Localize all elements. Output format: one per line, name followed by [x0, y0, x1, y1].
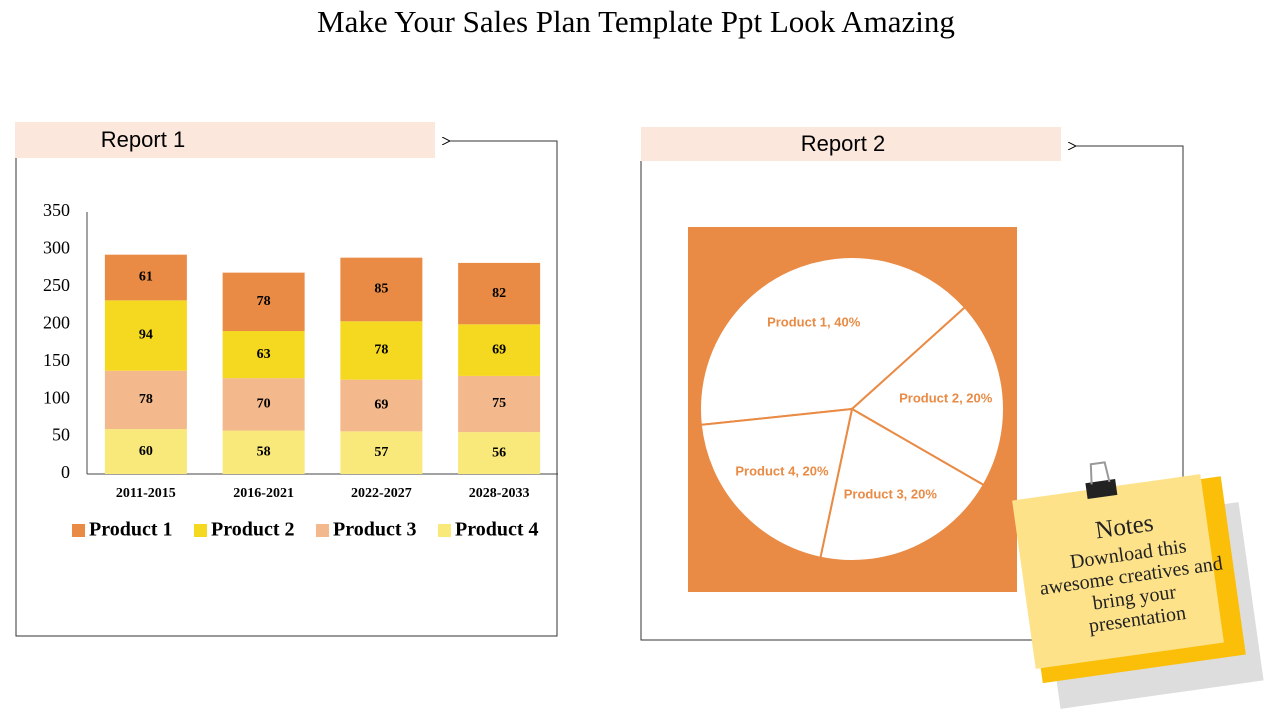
bar-segment [104, 370, 187, 430]
data-label: Product 2, 20% [899, 391, 993, 406]
note-text: Notes Download this awesome creatives an… [1030, 493, 1235, 677]
data-label: 60 [139, 444, 153, 459]
bar-segment [340, 257, 423, 322]
bar-segment [104, 254, 187, 301]
data-label: Product 1, 40% [767, 314, 861, 329]
data-label: 69 [374, 398, 388, 413]
legend-label: Product 2 [211, 519, 295, 541]
data-label: 61 [139, 270, 153, 285]
report-header [641, 127, 1061, 161]
legend-swatch [194, 524, 207, 537]
data-label: 78 [139, 392, 153, 407]
bar-segment [340, 321, 423, 380]
bar-segment [458, 262, 541, 325]
plots: 0 50 100 150 200 250 300 350 2011-2015 60 78 94 61 20… [43, 200, 1005, 562]
data-label: 63 [257, 347, 271, 362]
y-tick-label: 100 [43, 387, 70, 407]
data-label: 56 [492, 445, 506, 460]
bar-segment [104, 300, 187, 371]
pie-slice [850, 305, 1005, 487]
bar-segment [222, 272, 305, 332]
data-label: 58 [257, 445, 271, 460]
data-label: Product 3, 20% [844, 487, 938, 502]
legend-swatch [316, 524, 329, 537]
pie-slice [699, 256, 967, 426]
data-label: 82 [492, 286, 506, 301]
y-tick-label: 50 [52, 425, 70, 445]
data-label: 57 [374, 445, 388, 460]
y-tick-label: 300 [43, 238, 70, 258]
y-tick-label: 200 [43, 312, 70, 332]
bar-segment [458, 324, 541, 376]
frame [15, 141, 558, 637]
bar-segment [458, 375, 541, 433]
bar-segment [340, 379, 423, 432]
data-label: 78 [257, 294, 271, 309]
bar-segment [222, 331, 305, 379]
sticky-note [1012, 461, 1264, 709]
report-title: Report 1 [101, 127, 185, 152]
y-tick-label: 350 [43, 200, 70, 220]
report-title: Report 2 [801, 131, 885, 156]
data-label: 78 [374, 343, 388, 358]
y-tick-label: 0 [61, 462, 70, 482]
pie-slice [699, 407, 854, 559]
x-tick-label: 2011-2015 [116, 486, 176, 501]
data-label: Product 4, 20% [735, 463, 829, 478]
data-label: 94 [139, 328, 153, 343]
legend-label: Product 3 [333, 519, 417, 541]
slide-title: Make Your Sales Plan Template Ppt Look A… [317, 4, 955, 39]
legend-label: Product 1 [89, 519, 173, 541]
bar-segment [222, 430, 305, 474]
y-tick-label: 250 [43, 275, 70, 295]
data-label: 69 [492, 342, 506, 357]
x-tick-label: 2022-2027 [351, 486, 412, 501]
data-label: 85 [374, 282, 388, 297]
x-tick-label: 2028-2033 [469, 486, 530, 501]
legend-swatch [438, 524, 451, 537]
data-label: 75 [492, 396, 506, 411]
legend-label: Product 4 [455, 519, 539, 541]
report-header [15, 122, 435, 158]
y-tick-label: 150 [43, 350, 70, 370]
pie-slice [819, 407, 986, 562]
x-tick-label: 2016-2021 [233, 486, 294, 501]
bar-segment [104, 429, 187, 474]
bar-segment [458, 432, 541, 474]
bar-segment [222, 378, 305, 431]
data-label: 70 [257, 397, 271, 412]
bar-segment [340, 431, 423, 474]
legend-swatch [72, 524, 85, 537]
